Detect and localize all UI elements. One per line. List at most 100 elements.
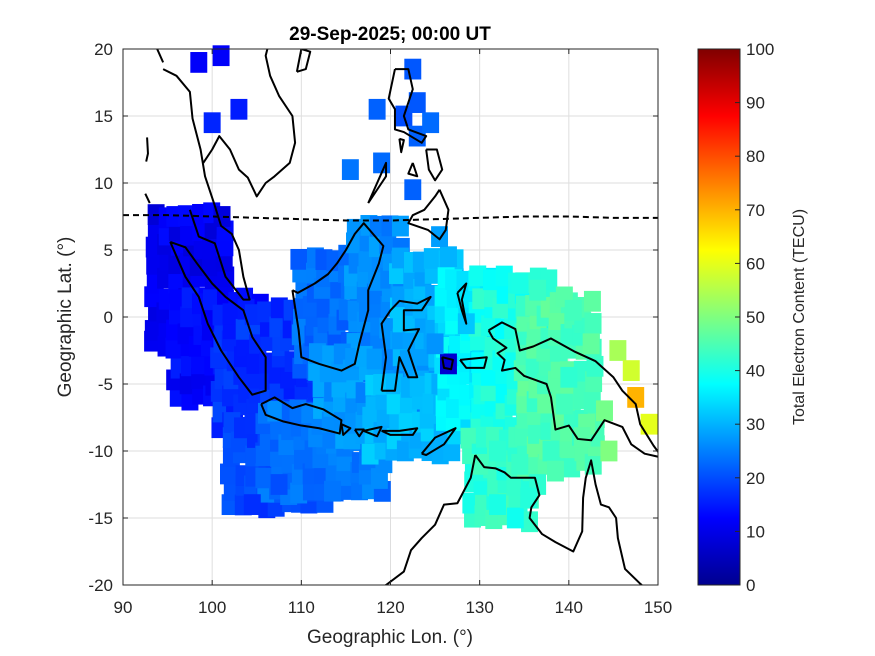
tec-cell — [386, 393, 404, 415]
coastline-path — [162, 68, 251, 301]
coastline-path — [367, 161, 388, 204]
tec-cell — [537, 392, 555, 414]
tec-cell — [445, 397, 463, 418]
x-tick-label: 90 — [114, 598, 133, 617]
tec-cell — [366, 348, 384, 370]
tec-cell — [213, 206, 231, 227]
tec-cell — [409, 375, 427, 397]
tec-cell — [483, 269, 500, 291]
x-axis-label: Geographic Lon. (°) — [307, 627, 473, 648]
tec-cell — [308, 343, 326, 364]
coastline-path — [260, 396, 343, 435]
coastline-path — [425, 148, 444, 182]
coastline-path — [407, 162, 419, 178]
tec-cell — [573, 427, 591, 448]
tec-cell — [520, 487, 538, 509]
tec-cell — [546, 460, 564, 482]
tec-cell — [324, 480, 342, 502]
tec-cell — [404, 179, 422, 201]
dip-equator-line — [123, 214, 658, 222]
tec-cell — [386, 373, 403, 395]
tec-cell — [560, 366, 578, 388]
coastline-path — [407, 189, 450, 241]
tec-cell — [422, 112, 440, 134]
x-tick-label: 130 — [465, 598, 493, 617]
tec-cell — [506, 474, 524, 496]
tec-cell — [255, 467, 273, 489]
x-tick-label: 120 — [376, 598, 404, 617]
coastline-path — [387, 68, 428, 144]
tec-cell — [391, 215, 409, 237]
tec-cell — [270, 474, 288, 495]
tec-cell — [408, 92, 426, 113]
tec-cell — [584, 313, 602, 334]
tec-cell — [316, 296, 334, 318]
y-tick-label: -15 — [88, 509, 113, 528]
coastline-path — [295, 49, 312, 73]
tec-cell — [489, 440, 506, 462]
coastline-path — [420, 427, 457, 457]
tec-cell — [511, 273, 529, 294]
coastline-path — [487, 321, 658, 458]
tec-cell — [460, 427, 478, 449]
coastline-path — [291, 222, 385, 372]
coastline-path — [391, 0, 409, 22]
coastline-path — [380, 295, 432, 392]
y-tick-label: 5 — [104, 241, 113, 260]
coastline-path — [202, 49, 297, 198]
tec-cell — [255, 445, 273, 467]
x-tick-label: 110 — [288, 598, 315, 617]
tec-cell — [219, 463, 237, 485]
y-tick-label: 0 — [104, 308, 113, 327]
tec-cell — [583, 290, 601, 312]
x-axis: 90 100 110 120 130 140 150 — [114, 49, 672, 617]
tec-cell — [389, 263, 407, 285]
tec-cell — [596, 400, 613, 422]
tec-cell — [564, 299, 582, 321]
tec-heatmap — [144, 45, 658, 533]
coastline-path — [145, 137, 149, 162]
colorbar-tick-label: 20 — [746, 469, 765, 488]
tec-cell — [443, 440, 461, 462]
y-tick-label: 20 — [94, 40, 113, 59]
tec-cell — [529, 279, 547, 301]
tec-cell — [290, 248, 308, 270]
coastlines — [144, 0, 658, 585]
tec-cell — [600, 440, 618, 462]
coastline-path — [456, 282, 468, 325]
tec-cell — [222, 303, 240, 325]
x-tick-label: 100 — [198, 598, 226, 617]
tec-cell — [489, 494, 506, 515]
tec-cell — [542, 440, 560, 462]
y-tick-label: -5 — [98, 375, 113, 394]
colorbar-tick-label: 40 — [746, 362, 765, 381]
tec-cell — [370, 468, 388, 489]
coastline-path — [381, 427, 419, 436]
tec-cell — [423, 248, 441, 269]
tec-cell — [555, 393, 573, 415]
x-tick-label: 150 — [644, 598, 672, 617]
tec-cell — [270, 297, 288, 319]
x-tick-label: 140 — [555, 598, 583, 617]
y-tick-label: -10 — [88, 442, 113, 461]
tec-cell — [622, 360, 640, 381]
tec-cell — [411, 344, 429, 366]
y-axis-label: Geographic Lat. (°) — [55, 237, 76, 398]
y-tick-label: -20 — [88, 576, 113, 595]
tec-cell — [346, 218, 364, 240]
tec-cell — [290, 482, 308, 504]
y-axis: 20 15 10 5 0 -5 -10 -15 -20 — [88, 40, 658, 595]
coastline-path — [383, 454, 477, 585]
tec-cell — [230, 98, 248, 120]
tec-cell — [511, 454, 529, 475]
coastline-path — [144, 193, 151, 204]
coastline-path — [363, 425, 383, 438]
y-tick-label: 10 — [94, 174, 113, 193]
coastline-path — [441, 356, 454, 371]
tec-cell — [506, 507, 524, 529]
colorbar-tick-label: 0 — [746, 576, 755, 595]
tec-cell — [627, 387, 645, 408]
tec-cell — [521, 511, 538, 533]
